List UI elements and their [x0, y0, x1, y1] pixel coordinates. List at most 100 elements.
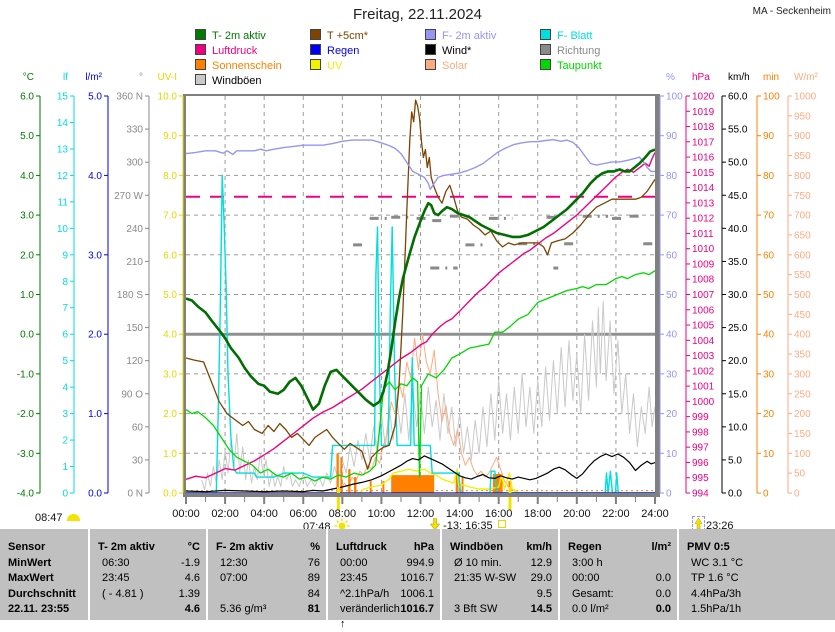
axis-label-km/h: 30.0 — [728, 290, 748, 301]
meteogram-chart: 6.0 5.0 4.0 3.0 2.0 1.0 0.0 -1.0 -2.0 -3.0 -4.0 °C 1… — [17, 72, 819, 520]
plot-border-left — [183, 94, 186, 497]
axis-label-km/h: 15.0 — [728, 389, 748, 400]
axis-label-°C: 6.0 — [20, 92, 34, 103]
axis-label-km/h: 20.0 — [728, 356, 748, 367]
axis-label-min: 0 — [763, 489, 769, 500]
axis-label-%: 0 — [666, 489, 672, 500]
table-cell-label: WC 3.1 °C — [691, 556, 744, 569]
series-sonnenschein-bar — [336, 453, 339, 493]
legend-swatch — [310, 44, 321, 55]
axis-label-lf: 13 — [57, 144, 69, 155]
axis-label-km/h: 10.0 — [728, 422, 748, 433]
legend-swatch — [425, 59, 436, 70]
sun-event-tick — [336, 487, 340, 510]
axis-label-lf: 4 — [62, 383, 68, 394]
axis-label-lf: 2 — [62, 436, 68, 447]
series-f_2m — [185, 138, 655, 191]
axis-label-hPa: 1020 — [692, 92, 715, 103]
axis-label-hPa: 1001 — [692, 382, 715, 393]
table-cell-label: 23:45 — [340, 572, 368, 584]
axis-label-min: 50 — [763, 290, 775, 301]
axis-label-hPa: 995 — [692, 473, 709, 484]
table-row: ^2.1hPa/h 1006.1 — [328, 587, 440, 603]
axis-label-°: 150 — [126, 323, 143, 334]
legend-item-t-2m-aktiv: T- 2m aktiv — [195, 29, 266, 42]
axis-label-min: 30 — [763, 369, 775, 380]
axis-label-W/m²: 350 — [794, 350, 811, 361]
table-row: WC 3.1 °C — [679, 556, 835, 572]
axis-label-hPa: 994 — [692, 489, 709, 500]
axis-label-hPa: 997 — [692, 443, 709, 454]
table-row: 4.6 — [90, 602, 206, 618]
axis-label-lf: 8 — [62, 277, 68, 288]
time-label: 00:00 — [172, 508, 200, 520]
legend-item-solar: Solar — [425, 59, 468, 72]
series-sonnenschein-bar — [354, 477, 357, 493]
table-cell-label — [450, 587, 454, 603]
axis-label-min: 10 — [763, 449, 775, 460]
table-row: F- 2m aktiv% — [208, 540, 326, 556]
legend-item-richtung: Richtung — [540, 44, 600, 57]
sensor-summary-table: Sensor MinWert MaxWert Durchschnitt 22.11. 2… — [0, 529, 835, 630]
table-column-t-2m-aktiv: T- 2m aktiv °C 06:30 -1.9 23:45 4.6( - 4.81 )… — [88, 529, 206, 620]
table-cell-label: 3 Bft SW — [454, 603, 498, 615]
table-row: T- 2m aktiv °C — [90, 540, 206, 556]
axis-label-°: 300 — [126, 158, 143, 169]
axis-label-hPa: 1006 — [692, 305, 715, 316]
table-cell-label: 3:00 h — [572, 556, 603, 569]
axis-label-°C: 4.0 — [20, 171, 34, 182]
legend-item-taupunkt: Taupunkt — [540, 59, 602, 72]
axis-unit-min: min — [763, 72, 779, 83]
table-cell-value: % — [310, 541, 320, 553]
table-cell-label: Ø 10 min. — [454, 556, 502, 569]
axis-label-%: 50 — [666, 290, 678, 301]
table-row-label: MinWert — [8, 556, 52, 569]
axis-label-W/m²: 900 — [794, 131, 811, 142]
table-row: Sensor — [0, 540, 88, 556]
sun-hump-icon — [66, 514, 80, 521]
legend-swatch — [540, 44, 551, 55]
table-cell-value: 4.6 — [184, 572, 200, 584]
axis-label-W/m²: 450 — [794, 310, 811, 321]
table-cell-label: ^2.1hPa/h — [340, 587, 390, 600]
plot-border-bottom — [183, 493, 660, 497]
series-t_5cm — [185, 99, 656, 470]
table-row-label: 22.11. 23:55 — [8, 603, 70, 615]
axis-label-km/h: 5.0 — [728, 455, 742, 466]
time-label: 02:00 — [211, 508, 239, 520]
axis-label-UV-I: 0.0 — [163, 489, 177, 500]
table-row: 12:30 76 — [208, 556, 326, 572]
axis-label-hPa: 1004 — [692, 336, 715, 347]
axis-label-W/m²: 100 — [794, 449, 811, 460]
axis-label-hPa: 1012 — [692, 214, 715, 225]
axis-label-km/h: 25.0 — [728, 323, 748, 334]
axis-label-km/h: 50.0 — [728, 158, 748, 169]
table-cell-label: Regen — [568, 541, 602, 553]
axis-label-hPa: 1013 — [692, 198, 715, 209]
axis-label-°C: 0.0 — [20, 330, 34, 341]
series-sonnenschein-bar — [382, 481, 385, 493]
table-cell-value: 89 — [307, 572, 320, 584]
time-label: 22:00 — [602, 508, 630, 520]
axis-label-km/h: 55.0 — [728, 125, 748, 136]
axis-label-%: 20 — [666, 409, 678, 420]
axis-label-%: 70 — [666, 211, 678, 222]
legend-swatch — [195, 74, 206, 85]
table-row-label: Durchschnitt — [8, 587, 76, 600]
axis-label-min: 40 — [763, 330, 775, 341]
legend-swatch — [195, 29, 206, 40]
axis-label-°C: 5.0 — [20, 131, 34, 142]
series-luftdruck — [185, 152, 656, 480]
series-windboeen — [201, 300, 656, 491]
time-label: 14:00 — [446, 508, 474, 520]
table-row: Regen l/m² — [560, 540, 677, 556]
table-row: 23:45 1016.7 — [328, 571, 440, 587]
table-cell-label: TP 1.6 °C — [691, 572, 739, 584]
table-cell-label: ( - 4.81 ) — [102, 587, 144, 600]
axis-label-hPa: 1002 — [692, 366, 715, 377]
table-cell-value: l/m² — [651, 541, 671, 553]
legend-swatch — [310, 29, 321, 40]
axis-label-lf: 14 — [57, 118, 69, 129]
axis-label-hPa: 1005 — [692, 321, 715, 332]
